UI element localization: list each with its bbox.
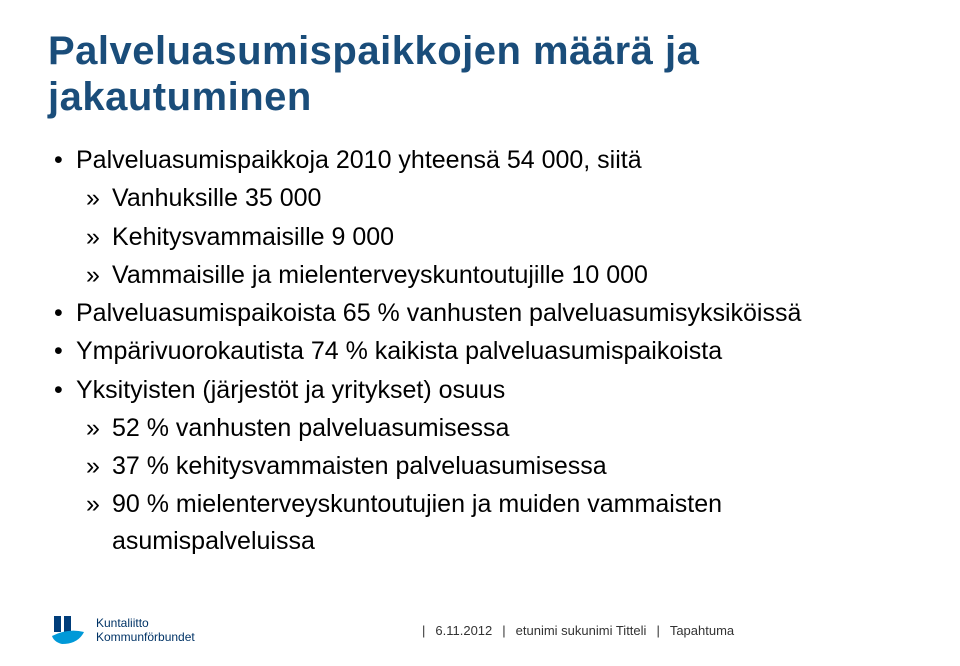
footer-date: 6.11.2012 xyxy=(435,623,492,638)
sub-bullet-text: Vammaisille ja mielenterveyskuntoutujill… xyxy=(112,261,648,289)
logo-text-line-2: Kommunförbundet xyxy=(96,630,195,644)
bullet-text: Palveluasumispaikoista 65 % vanhusten pa… xyxy=(76,299,801,327)
logo-text-line-1: Kuntaliitto xyxy=(96,616,195,630)
bullet-item: Yksityisten (järjestöt ja yritykset) osu… xyxy=(48,372,912,559)
slide-content: Palveluasumispaikkoja 2010 yhteensä 54 0… xyxy=(48,142,912,559)
sub-bullet-text: 37 % kehitysvammaisten palveluasumisessa xyxy=(112,452,607,480)
bullet-item: Palveluasumispaikoista 65 % vanhusten pa… xyxy=(48,295,912,331)
sub-bullet-text: 52 % vanhusten palveluasumisessa xyxy=(112,414,509,442)
sub-bullet-text: 90 % mielenterveyskuntoutujien ja muiden… xyxy=(112,490,722,554)
sub-bullet-list: 52 % vanhusten palveluasumisessa 37 % ke… xyxy=(76,410,912,559)
bullet-item: Ympärivuorokautista 74 % kaikista palvel… xyxy=(48,333,912,369)
slide-title: Palveluasumispaikkojen määrä ja jakautum… xyxy=(48,28,912,120)
logo-text: Kuntaliitto Kommunförbundet xyxy=(96,616,195,645)
pipe-divider: | xyxy=(502,623,505,638)
bullet-item: Palveluasumispaikkoja 2010 yhteensä 54 0… xyxy=(48,142,912,293)
title-line-1: Palveluasumispaikkojen määrä ja xyxy=(48,29,699,73)
slide: Palveluasumispaikkojen määrä ja jakautum… xyxy=(0,0,960,666)
bullet-text: Palveluasumispaikkoja 2010 yhteensä 54 0… xyxy=(76,146,642,174)
title-line-2: jakautuminen xyxy=(48,75,312,119)
sub-bullet-list: Vanhuksille 35 000 Kehitysvammaisille 9 … xyxy=(76,180,912,293)
footer-event: Tapahtuma xyxy=(670,623,734,638)
footer-author: etunimi sukunimi Titteli xyxy=(516,623,647,638)
sub-bullet-item: Vammaisille ja mielenterveyskuntoutujill… xyxy=(76,257,912,293)
sub-bullet-text: Kehitysvammaisille 9 000 xyxy=(112,223,394,251)
logo-icon xyxy=(48,610,88,650)
sub-bullet-item: 37 % kehitysvammaisten palveluasumisessa xyxy=(76,448,912,484)
bullet-text: Yksityisten (järjestöt ja yritykset) osu… xyxy=(76,376,505,404)
bullet-text: Ympärivuorokautista 74 % kaikista palvel… xyxy=(76,337,722,365)
pipe-divider: | xyxy=(422,623,425,638)
footer-meta: | 6.11.2012 | etunimi sukunimi Titteli |… xyxy=(422,623,734,638)
sub-bullet-item: 52 % vanhusten palveluasumisessa xyxy=(76,410,912,446)
bullet-list: Palveluasumispaikkoja 2010 yhteensä 54 0… xyxy=(48,142,912,559)
sub-bullet-item: Vanhuksille 35 000 xyxy=(76,180,912,216)
sub-bullet-text: Vanhuksille 35 000 xyxy=(112,184,321,212)
sub-bullet-item: 90 % mielenterveyskuntoutujien ja muiden… xyxy=(76,486,912,559)
logo: Kuntaliitto Kommunförbundet xyxy=(48,610,195,650)
sub-bullet-item: Kehitysvammaisille 9 000 xyxy=(76,219,912,255)
pipe-divider: | xyxy=(656,623,659,638)
slide-footer: Kuntaliitto Kommunförbundet | 6.11.2012 … xyxy=(0,594,960,650)
